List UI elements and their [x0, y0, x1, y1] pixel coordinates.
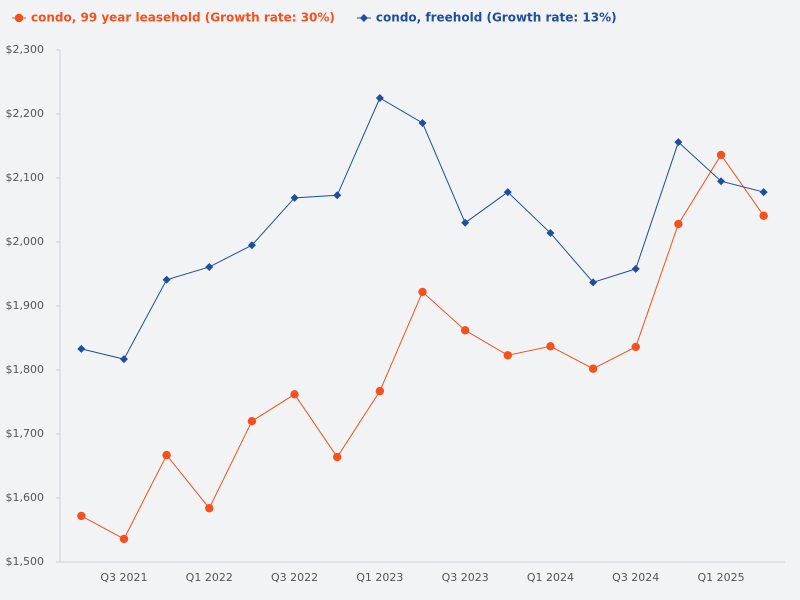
y-tick-label: $1,800 [6, 363, 45, 376]
point [205, 504, 214, 513]
y-tick-label: $2,100 [6, 171, 45, 184]
point [77, 511, 86, 521]
x-tick-label: Q3 2023 [442, 571, 489, 584]
x-tick-label: Q3 2022 [271, 571, 318, 584]
point [247, 417, 257, 426]
x-tick-label: Q3 2024 [612, 571, 659, 584]
y-tick-label: $1,700 [6, 427, 45, 440]
x-tick-label: Q1 2024 [527, 571, 574, 584]
point [375, 94, 384, 102]
point [461, 218, 470, 227]
point [546, 229, 555, 238]
legend-text: condo, 99 year leasehold (Growth rate: 3… [31, 11, 335, 25]
x-tick-label: Q3 2021 [100, 571, 147, 584]
y-tick-label: $2,300 [6, 43, 45, 56]
point [674, 219, 683, 229]
point [418, 118, 427, 127]
point [589, 278, 598, 287]
point [759, 188, 768, 197]
point [546, 342, 555, 351]
x-tick-label: Q1 2025 [697, 571, 744, 584]
point [205, 262, 214, 271]
x-tick-label: Q1 2022 [186, 571, 233, 584]
point [162, 275, 171, 284]
point [588, 364, 598, 373]
y-tick-label: $2,000 [6, 235, 45, 248]
point [14, 13, 24, 23]
point [290, 193, 299, 202]
point [503, 351, 512, 360]
point [333, 191, 342, 200]
point [418, 287, 427, 297]
point [375, 386, 385, 396]
point [759, 211, 768, 220]
legend-text: condo, freehold (Growth rate: 13%) [376, 11, 617, 25]
point [631, 264, 640, 273]
point [290, 390, 299, 399]
point [119, 534, 129, 544]
y-tick-label: $2,200 [6, 107, 45, 120]
y-tick-label: $1,900 [6, 299, 45, 312]
y-tick-label: $1,600 [6, 491, 45, 504]
y-tick-label: $1,500 [6, 555, 45, 568]
point [716, 150, 726, 160]
point [162, 450, 171, 460]
point [359, 14, 368, 22]
point [247, 241, 256, 250]
point [631, 342, 640, 352]
point [717, 177, 726, 186]
point [77, 344, 86, 353]
x-tick-label: Q1 2023 [356, 571, 403, 584]
point [333, 452, 342, 462]
point [503, 188, 512, 197]
point [119, 355, 128, 364]
point [460, 326, 470, 335]
point [674, 138, 683, 147]
